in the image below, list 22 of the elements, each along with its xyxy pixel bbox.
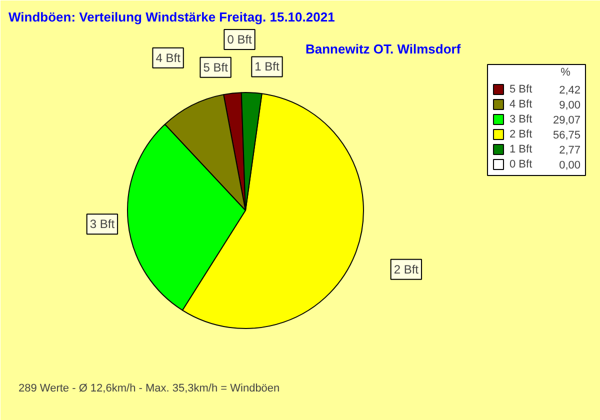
category-label: 0 Bft (227, 32, 252, 47)
data-label: 56,75 (552, 130, 581, 142)
legend-label: 4 Bft (510, 98, 532, 110)
legend-label: 5 Bft (510, 84, 532, 96)
legend-label: 0 Bft (510, 158, 532, 170)
legend-label: 1 Bft (510, 144, 532, 156)
data-label: 29,07 (552, 114, 581, 126)
data-label: 2,77 (559, 144, 581, 156)
text: 289 Werte - Ø 12,6km/h - Max. 35,3km/h = Windböen (18, 382, 280, 394)
chart-title: Windböen: Verteilung Windstärke Freitag. 15.10.2021 (8, 10, 335, 24)
slice-label: 1 Bft (254, 60, 280, 74)
data-label: 9,00 (559, 100, 581, 112)
slice-label: 3 Bft (90, 217, 116, 232)
data-label: 2,42 (559, 84, 581, 96)
legend-label: 3 Bft (510, 114, 532, 126)
legend-title: % (560, 66, 571, 78)
slice-label: 4 Bft (156, 50, 182, 65)
slice-label: 5 Bft (203, 60, 229, 74)
slice-label: 2 Bft (394, 262, 420, 276)
text: 0,00 (559, 160, 581, 172)
chart-subtitle: Bannewitz OT. Wilmsdorf (306, 42, 462, 56)
legend-label: 2 Bft (510, 128, 532, 140)
